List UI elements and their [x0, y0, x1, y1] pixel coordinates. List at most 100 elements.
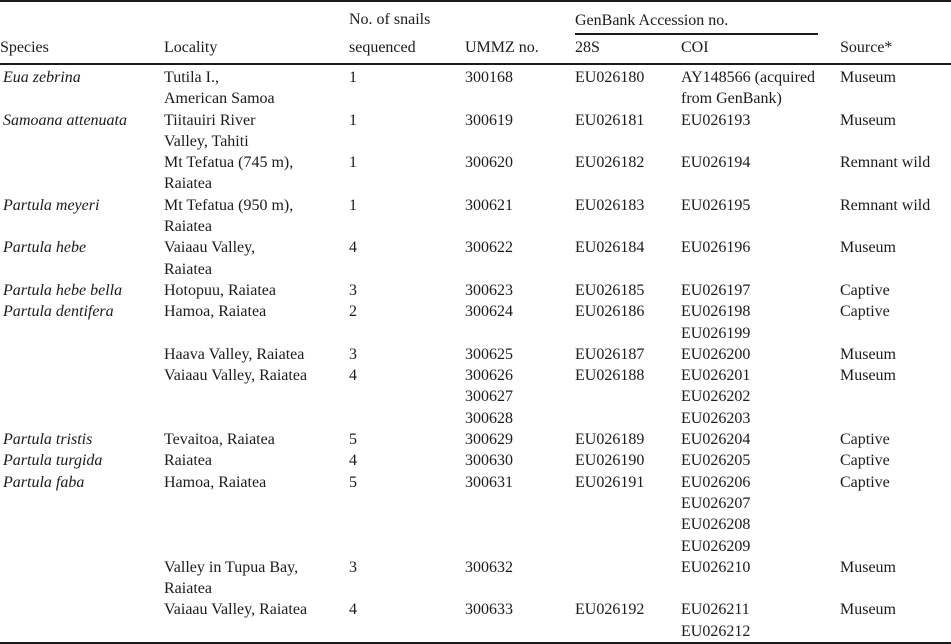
- cell-locality: Tevaitoa, Raiatea: [164, 431, 275, 449]
- header-locality: Locality: [164, 35, 349, 65]
- cell-s28: EU026181: [575, 111, 645, 129]
- cell-n: 3: [349, 281, 357, 299]
- cell-species: [0, 599, 164, 644]
- table-row: Samoana attenuata Tiitauiri River Valley, …: [0, 110, 951, 153]
- cell-s28: EU026180: [575, 69, 645, 86]
- table-row: Vaiaau Valley, Raiatea 4 300633 EU026192 EU0…: [0, 599, 951, 644]
- header-species: Species: [0, 35, 164, 65]
- cell-n: 5: [349, 431, 357, 449]
- table-body: Eua zebrina Tutila I., American Samoa 1 3001…: [0, 64, 951, 644]
- cell-source: Museum: [840, 69, 896, 86]
- cell-n: 1: [349, 69, 357, 86]
- cell-coi: EU026201 EU026202 EU026203: [681, 367, 751, 427]
- cell-s28: [575, 557, 681, 600]
- cell-species: [0, 557, 164, 600]
- cell-n: 3: [349, 558, 357, 576]
- table-row: Partula hebe bella Hotopuu, Raiatea 3 30062…: [0, 280, 951, 301]
- cell-coi: EU026197: [681, 281, 751, 299]
- cell-n: 3: [349, 345, 357, 363]
- header-spacer-source: [840, 1, 951, 35]
- cell-ummz: 300620: [465, 154, 513, 172]
- cell-species: Partula tristis: [3, 431, 93, 449]
- cell-coi: EU026196: [681, 239, 751, 257]
- cell-source: Captive: [840, 431, 890, 449]
- cell-n: 4: [349, 367, 357, 385]
- cell-locality: Vaiaau Valley, Raiatea: [164, 599, 349, 644]
- table-row: Partula faba Hamoa, Raiatea 5 300631 EU02619…: [0, 472, 951, 557]
- cell-species: Partula hebe bella: [3, 281, 123, 299]
- cell-coi: EU026194: [681, 154, 751, 172]
- cell-source: Remnant wild: [840, 154, 931, 172]
- cell-coi: EU026200: [681, 345, 751, 363]
- cell-ummz: 300631: [465, 473, 513, 491]
- header-snails-line1: No. of snails: [349, 11, 431, 28]
- cell-coi: EU026211 EU026212: [681, 599, 840, 644]
- cell-locality: Raiatea: [164, 452, 212, 470]
- cell-s28: EU026192: [575, 599, 681, 644]
- cell-coi: EU026198 EU026199: [681, 303, 751, 342]
- header-spacer-species: [0, 1, 164, 35]
- cell-s28: EU026184: [575, 239, 645, 257]
- cell-ummz: 300629: [465, 431, 513, 449]
- cell-n: 4: [349, 239, 357, 257]
- header-genbank-group: GenBank Accession no.: [575, 1, 840, 35]
- cell-ummz: 300623: [465, 281, 513, 299]
- table-row: Eua zebrina Tutila I., American Samoa 1 3001…: [0, 64, 951, 110]
- cell-source: Captive: [840, 281, 890, 299]
- cell-coi: EU026195: [681, 196, 751, 214]
- cell-species: Partula meyeri: [3, 196, 100, 214]
- cell-locality: Tiitauiri River Valley, Tahiti: [164, 111, 256, 150]
- cell-coi: EU026210: [681, 558, 751, 576]
- cell-source: Museum: [840, 239, 896, 257]
- cell-locality: Valley in Tupua Bay, Raiatea: [164, 558, 299, 598]
- cell-species: Partula dentifera: [3, 303, 114, 321]
- cell-source: Captive: [840, 452, 890, 470]
- cell-s28: EU026191: [575, 473, 645, 491]
- table-row: Haava Valley, Raiatea 3 300625 EU026187 EU02…: [0, 344, 951, 365]
- cell-locality: Mt Tefatua (745 m), Raiatea: [164, 154, 294, 193]
- header-snails-line2: sequenced: [349, 35, 465, 65]
- cell-ummz: 300624: [465, 303, 513, 321]
- cell-n: 1: [349, 111, 357, 129]
- cell-ummz: 300632: [465, 558, 513, 576]
- header-row-top: No. of snails GenBank Accession no.: [0, 1, 951, 35]
- cell-species: Partula turgida: [3, 452, 103, 470]
- cell-species: Eua zebrina: [3, 69, 81, 86]
- cell-source: Museum: [840, 345, 896, 363]
- cell-ummz: 300622: [465, 239, 513, 257]
- cell-n: 4: [349, 599, 465, 644]
- cell-source: Remnant wild: [840, 196, 931, 214]
- cell-ummz: 300621: [465, 196, 513, 214]
- cell-s28: EU026190: [575, 452, 645, 470]
- table-row: Partula meyeri Mt Tefatua (950 m), Raiatea…: [0, 195, 951, 238]
- cell-coi: EU026205: [681, 452, 751, 470]
- cell-coi: AY148566 (acquired from GenBank): [681, 69, 816, 108]
- cell-locality: Vaiaau Valley, Raiatea: [164, 239, 256, 278]
- cell-s28: EU026182: [575, 154, 645, 172]
- cell-s28: EU026187: [575, 345, 645, 363]
- cell-s28: EU026189: [575, 431, 645, 449]
- cell-s28: EU026185: [575, 281, 645, 299]
- header-genbank-group-label: GenBank Accession no.: [575, 10, 818, 35]
- cell-ummz: 300626 300627 300628: [465, 367, 513, 427]
- cell-s28: EU026183: [575, 196, 645, 214]
- cell-ummz: 300168: [465, 69, 513, 86]
- table-header: No. of snails GenBank Accession no. Spec…: [0, 1, 951, 65]
- cell-locality: Hamoa, Raiatea: [164, 473, 267, 491]
- cell-locality: Haava Valley, Raiatea: [164, 345, 305, 363]
- cell-coi: EU026206 EU026207 EU026208 EU026209: [681, 473, 751, 555]
- cell-coi: EU026193: [681, 111, 751, 129]
- cell-ummz: 300625: [465, 345, 513, 363]
- cell-n: 1: [349, 196, 357, 214]
- table-row: Partula dentifera Hamoa, Raiatea 2 300624 EU…: [0, 301, 951, 344]
- cell-ummz: 300619: [465, 111, 513, 129]
- cell-species: [0, 365, 164, 429]
- cell-species: Samoana attenuata: [3, 111, 127, 129]
- header-28s: 28S: [575, 35, 681, 65]
- cell-locality: Hotopuu, Raiatea: [164, 281, 276, 299]
- cell-locality: Tutila I., American Samoa: [164, 69, 275, 108]
- header-row-bottom: Species Locality sequenced UMMZ no. 28S …: [0, 35, 951, 65]
- header-spacer-locality: [164, 1, 349, 35]
- cell-species: [0, 344, 164, 365]
